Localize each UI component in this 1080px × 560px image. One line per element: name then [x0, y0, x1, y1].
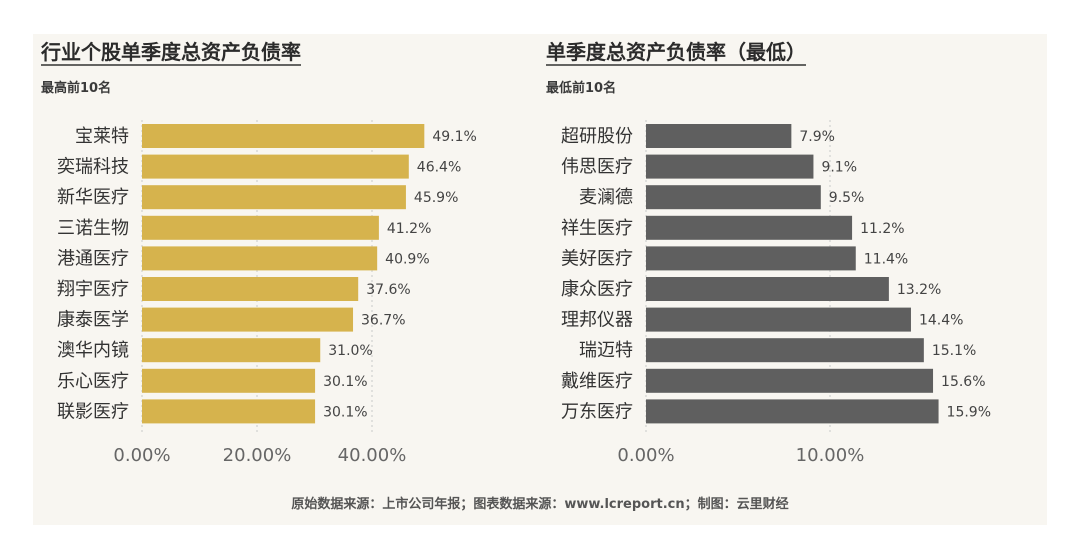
chart-left-title: 行业个股单季度总资产负债率 [40, 40, 301, 64]
chart-right-bar [646, 399, 939, 424]
chart-left-bar [142, 307, 354, 332]
chart-left-value-label: 30.1% [323, 404, 367, 420]
chart-panel: 行业个股单季度总资产负债率最高前10名 0.00% 20.00% 40.00% 宝莱特 4… [33, 34, 1047, 525]
chart-left-bar [142, 399, 316, 424]
chart-right-bar [646, 246, 856, 271]
chart-right-category-label: 美好医疗 [561, 248, 633, 269]
chart-right-value-label: 11.2% [860, 221, 904, 237]
chart-left-xtick-label: 40.00% [338, 445, 407, 466]
chart-right-subtitle: 最低前10名 [546, 80, 616, 96]
chart-right-bar [646, 277, 889, 301]
chart-right-value-label: 11.4% [864, 251, 908, 267]
chart-right-category-label: 康众医疗 [561, 279, 633, 300]
chart-left-bar [142, 246, 378, 271]
chart-right-value-label: 9.5% [829, 190, 865, 206]
chart-left-xtick-label: 0.00% [113, 445, 170, 466]
chart-left-bar [142, 215, 379, 240]
chart-right-title: 单季度总资产负债率（最低） [546, 40, 806, 64]
chart-left-value-label: 49.1% [432, 129, 476, 145]
chart-left-category-label: 宝莱特 [75, 126, 129, 147]
chart-right-category-label: 万东医疗 [561, 401, 633, 422]
chart-left-category-label: 奕瑞科技 [57, 157, 129, 178]
chart-left-category-label: 三诺生物 [57, 218, 129, 239]
chart-right-category-label: 戴维医疗 [561, 371, 633, 392]
chart-left-bar [142, 368, 316, 393]
chart-right-bar [646, 185, 821, 210]
chart-left-value-label: 37.6% [366, 282, 410, 298]
chart-right-xtick-label: 0.00% [617, 445, 674, 466]
chart-right-category-label: 伟思医疗 [561, 157, 633, 178]
chart-right-category-label: 理邦仪器 [561, 310, 633, 331]
chart-right-category-label: 超研股份 [561, 126, 633, 147]
chart-left-value-label: 30.1% [323, 374, 367, 390]
chart-right-value-label: 15.6% [941, 374, 985, 390]
chart-right-bar [646, 124, 792, 148]
chart-left-category-label: 翔宇医疗 [57, 279, 129, 300]
chart-right-xtick-label: 10.00% [796, 445, 865, 466]
chart-right-value-label: 7.9% [799, 129, 835, 145]
chart-right-value-label: 15.1% [932, 343, 976, 359]
chart-left-bar [142, 124, 425, 148]
chart-left-category-label: 乐心医疗 [57, 371, 129, 392]
chart-right-value-label: 14.4% [919, 313, 963, 329]
chart-right-bar [646, 338, 924, 363]
chart-right-value-label: 13.2% [897, 282, 941, 298]
chart-right-bar [646, 368, 934, 393]
chart-left-bar [142, 277, 359, 301]
chart-left-bar [142, 338, 321, 363]
chart-right-category-label: 麦澜德 [579, 187, 633, 208]
chart-right-bar [646, 154, 814, 179]
chart-right-category-label: 瑞迈特 [579, 340, 633, 361]
chart-left-category-label: 新华医疗 [57, 187, 129, 208]
chart-left-category-label: 康泰医学 [57, 310, 129, 331]
chart-right-bar [646, 215, 853, 240]
chart-left-value-label: 40.9% [385, 251, 429, 267]
chart-right-value-label: 9.1% [821, 160, 857, 176]
source-note: 原始数据来源：上市公司年报；图表数据来源：www.lcreport.cn；制图：… [291, 496, 788, 512]
chart-left-value-label: 46.4% [417, 160, 461, 176]
chart-left-value-label: 45.9% [414, 190, 458, 206]
chart-right-bar [646, 307, 911, 332]
chart-left-category-label: 澳华内镜 [57, 340, 129, 361]
chart-left-value-label: 41.2% [387, 221, 431, 237]
chart-right-category-label: 祥生医疗 [561, 218, 633, 239]
chart-left-bar [142, 154, 409, 179]
chart-right-value-label: 15.9% [947, 404, 991, 420]
chart-left-bar [142, 185, 406, 210]
chart-left-value-label: 36.7% [361, 313, 405, 329]
chart-left-value-label: 31.0% [328, 343, 372, 359]
chart-left-category-label: 联影医疗 [57, 401, 129, 422]
chart-left-category-label: 港通医疗 [57, 248, 129, 269]
chart-left-subtitle: 最高前10名 [41, 80, 111, 96]
chart-left-xtick-label: 20.00% [223, 445, 292, 466]
